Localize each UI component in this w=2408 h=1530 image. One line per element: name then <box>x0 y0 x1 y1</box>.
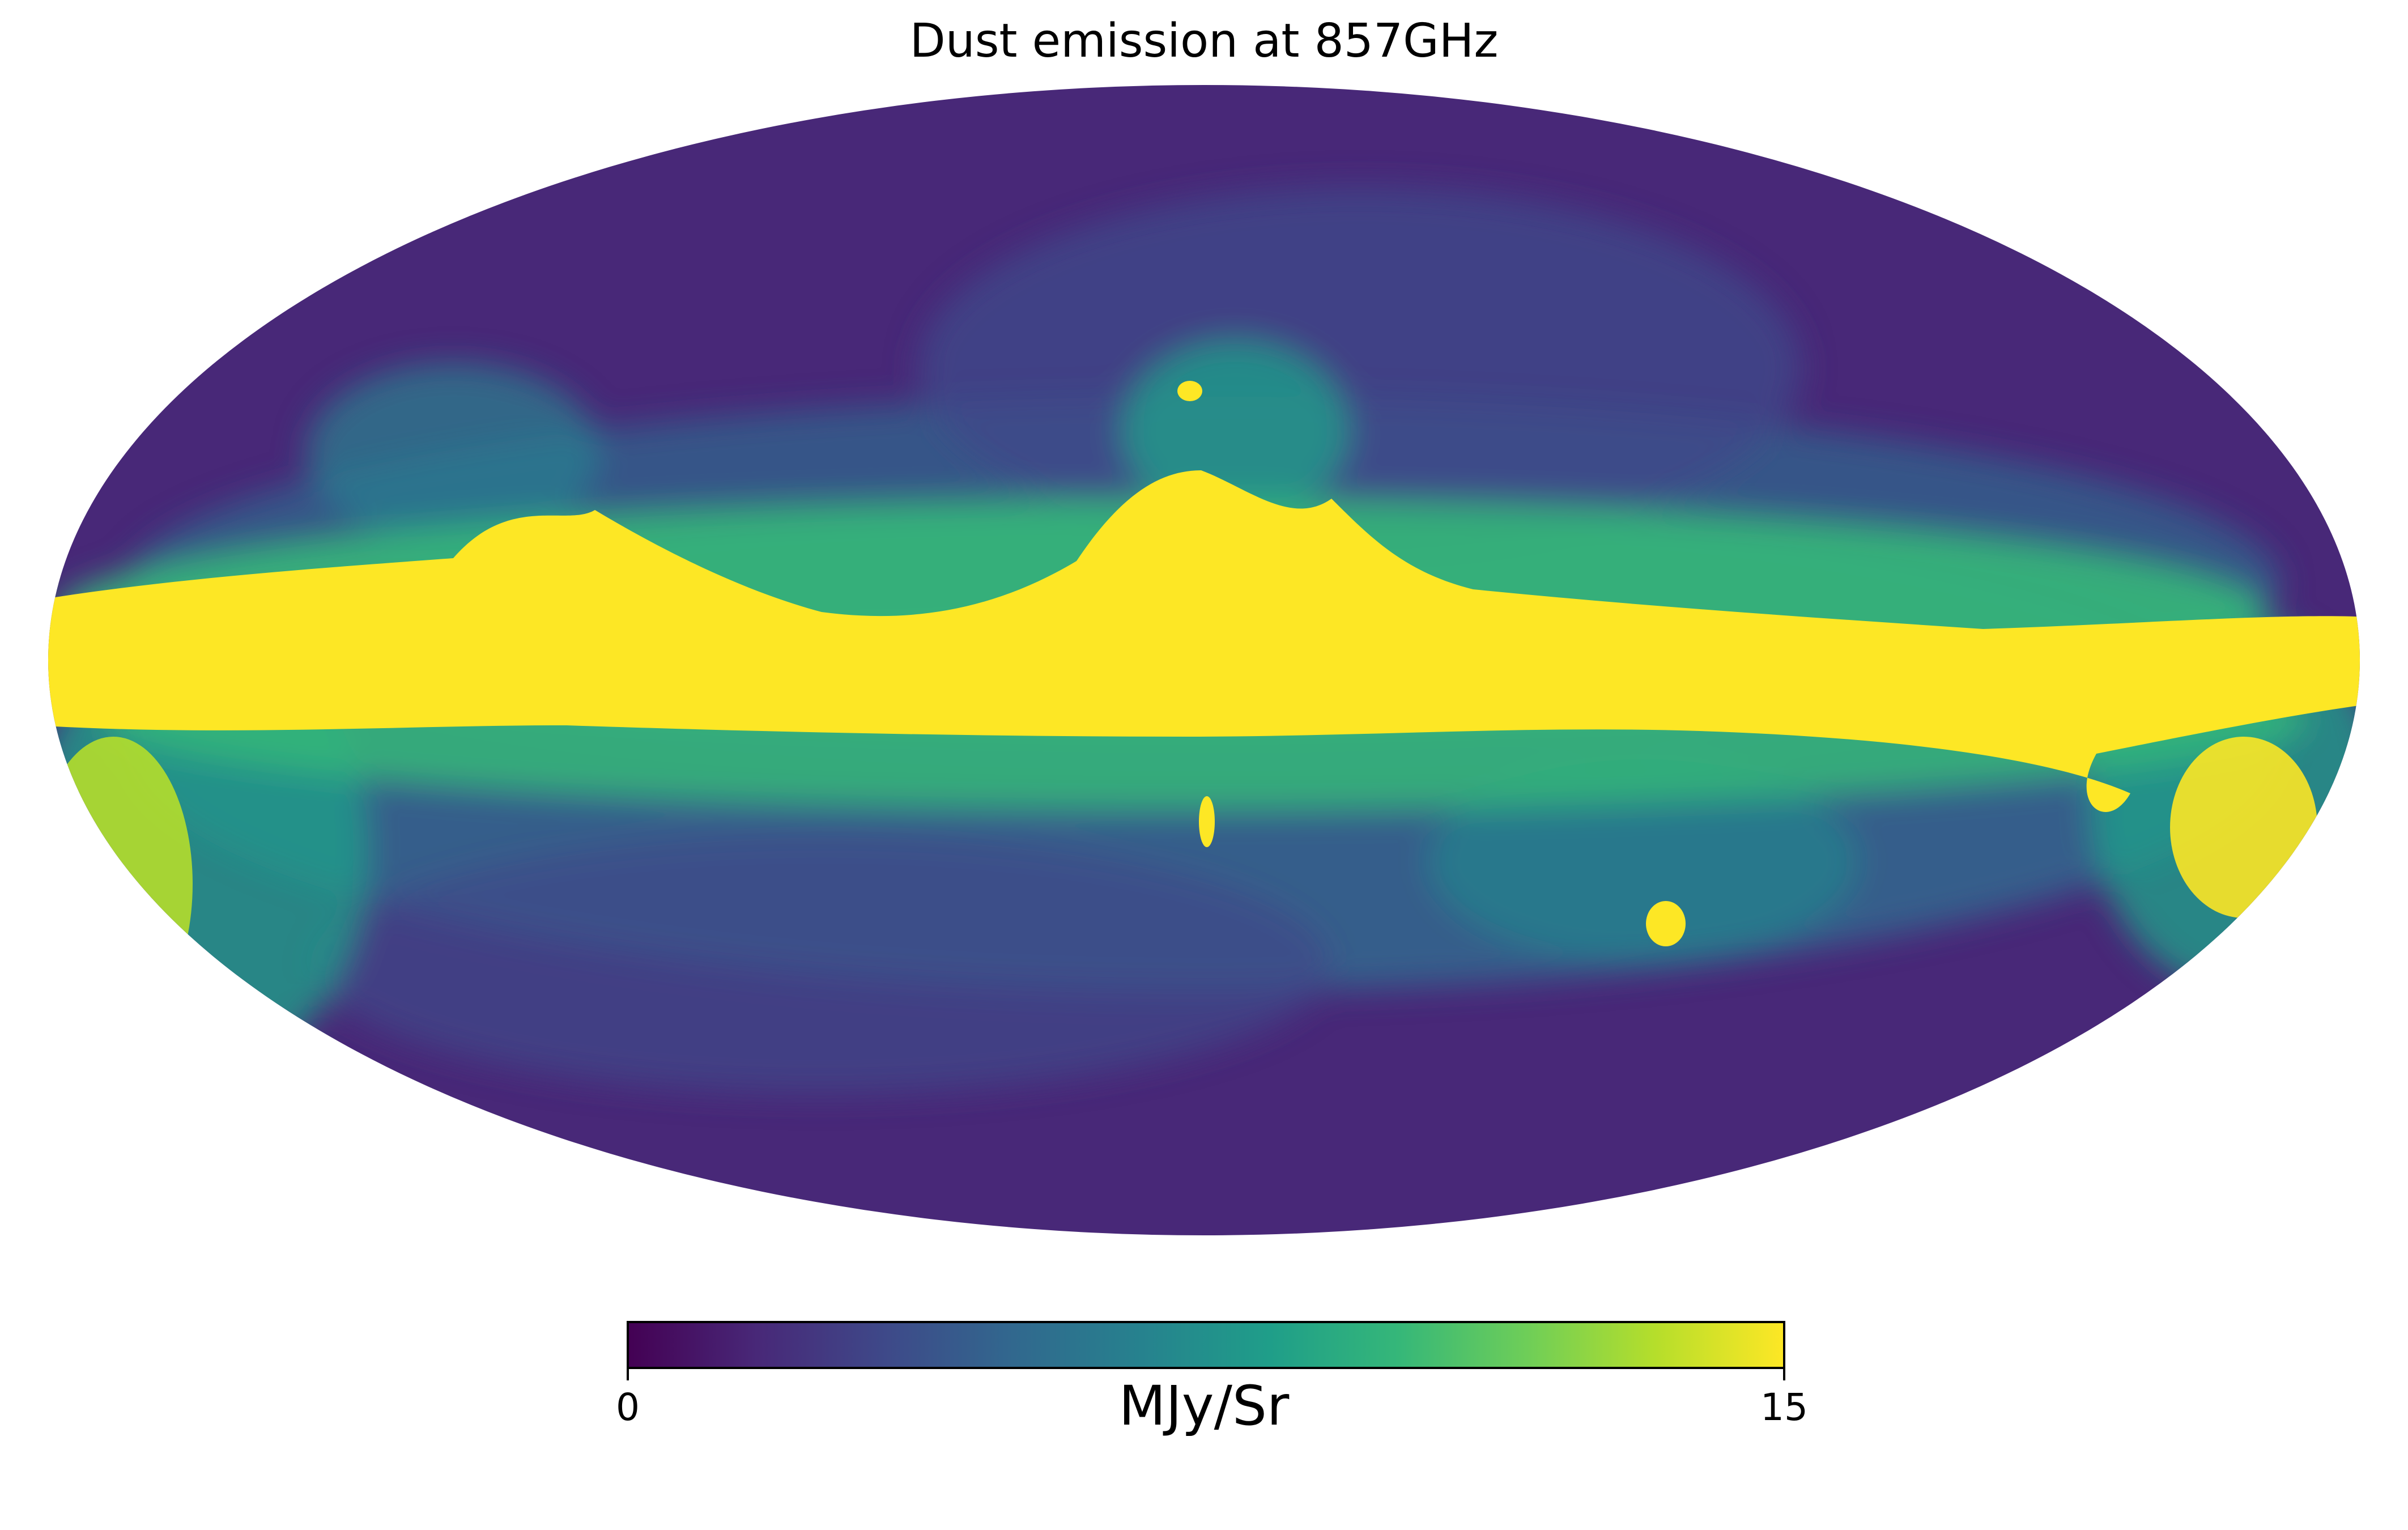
colorbar-max-label: 15 <box>1760 1386 1808 1429</box>
colorbar-tick-min <box>627 1369 629 1380</box>
colorbar-tick-max <box>1783 1369 1785 1380</box>
map-title: Dust emission at 857GHz <box>909 14 1499 68</box>
bright-cloud-spot <box>1646 901 1686 946</box>
colorbar-gradient <box>627 1321 1785 1369</box>
galactic-plane-band <box>48 470 2360 812</box>
colorbar-unit-label: MJy/Sr <box>1118 1374 1290 1438</box>
mollweide-sky-map <box>48 85 2360 1235</box>
bright-cloud-spot <box>1177 381 1202 401</box>
right-bright-patch <box>2170 737 2317 918</box>
colorbar-min-label: 0 <box>616 1386 640 1429</box>
bright-cloud-spot <box>1199 796 1215 847</box>
left-limb-bright-patch <box>48 737 193 1031</box>
colorbar <box>627 1321 1785 1369</box>
